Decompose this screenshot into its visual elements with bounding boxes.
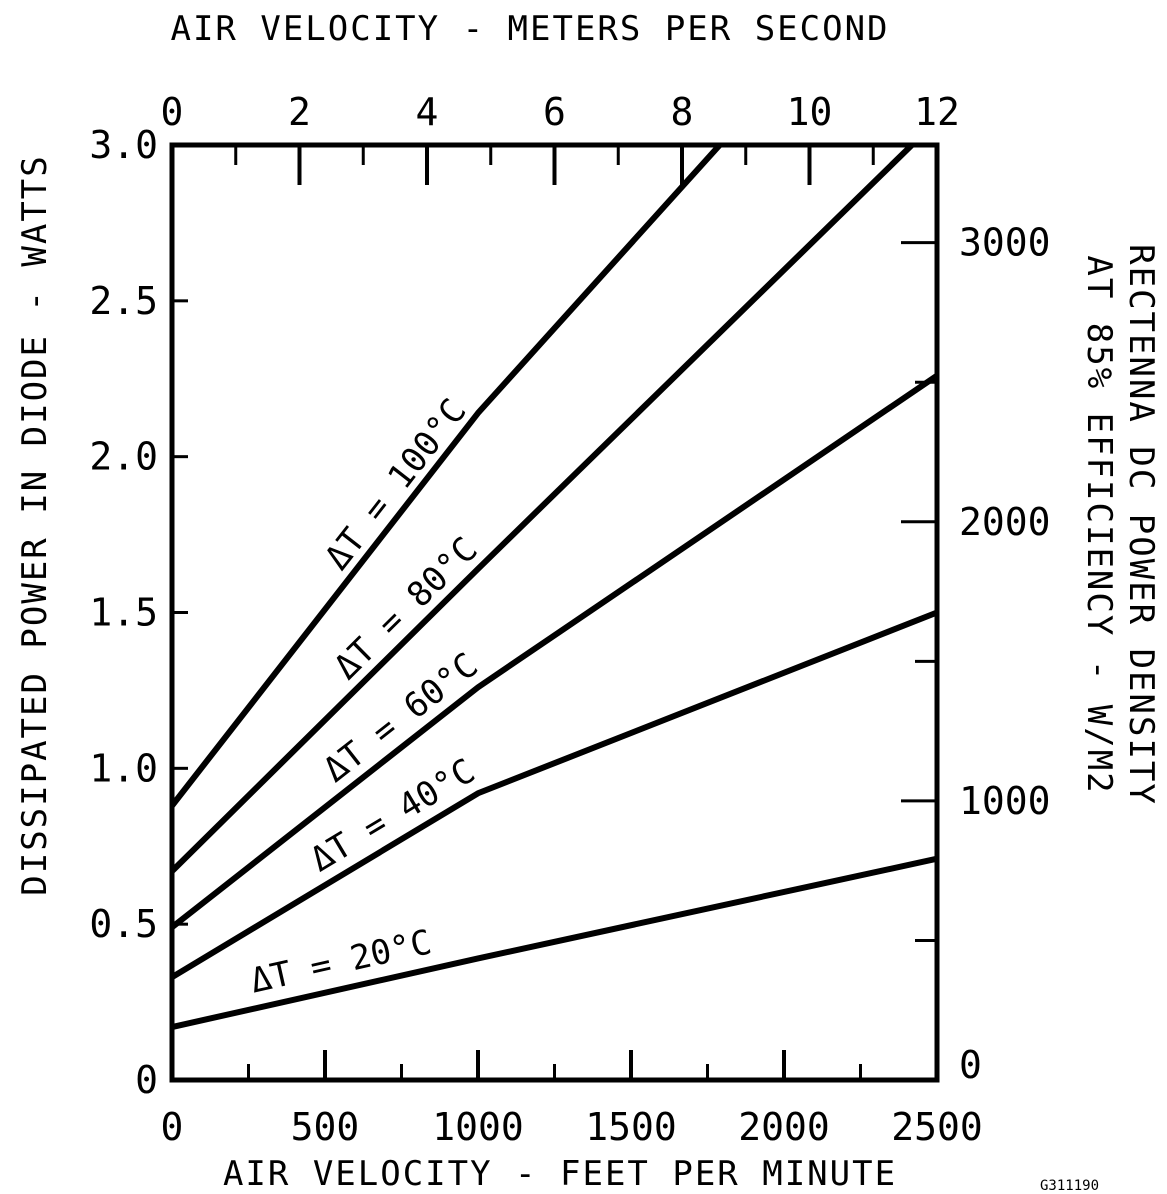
bottom-tick-label-1500: 1500 <box>585 1105 677 1149</box>
right-axis-title-line1: RECTENNA DC POWER DENSITY <box>1121 244 1161 806</box>
series-line-0 <box>171 855 938 1030</box>
left-tick-label-0.5: 0.5 <box>89 902 158 946</box>
left-tick-label-1.0: 1.0 <box>89 746 158 790</box>
right-tick-label-2000: 2000 <box>959 500 1051 544</box>
ticks-group: 0 500 1000 1500 2000 2500 0 2 4 6 8 10 12 0 0.5 1.0 1.5 2… <box>89 90 1050 1149</box>
bottom-tick-label-500: 500 <box>291 1105 360 1149</box>
figure-id: G311190 <box>1040 1178 1099 1194</box>
series-line-1 <box>170 609 939 980</box>
left-tick-label-2.0: 2.0 <box>89 435 158 479</box>
series-line-4 <box>169 142 722 808</box>
top-tick-label-2: 2 <box>288 90 311 134</box>
left-axis-title: DISSIPATED POWER IN DIODE - WATTS <box>15 154 55 896</box>
top-tick-label-6: 6 <box>543 90 566 134</box>
left-tick-label-1.5: 1.5 <box>89 591 158 635</box>
top-tick-label-4: 4 <box>416 90 439 134</box>
left-tick-label-0: 0 <box>135 1058 158 1102</box>
right-axis-title-line2: AT 85% EFFICIENCY - W/M2 <box>1079 255 1119 794</box>
series-line-2 <box>170 373 939 930</box>
left-tick-label-2.5: 2.5 <box>89 279 158 323</box>
top-tick-label-12: 12 <box>914 90 960 134</box>
right-tick-label-0: 0 <box>959 1043 982 1087</box>
top-tick-label-8: 8 <box>671 90 694 134</box>
left-tick-label-3.0: 3.0 <box>89 123 158 167</box>
bottom-tick-label-0: 0 <box>161 1105 184 1149</box>
top-tick-label-0: 0 <box>161 90 184 134</box>
series-group <box>169 142 939 1030</box>
bottom-tick-label-2500: 2500 <box>891 1105 983 1149</box>
top-axis-title: AIR VELOCITY - METERS PER SECOND <box>170 9 889 49</box>
bottom-axis-title: AIR VELOCITY - FEET PER MINUTE <box>223 1154 897 1194</box>
right-tick-label-3000: 3000 <box>959 221 1051 265</box>
bottom-tick-label-1000: 1000 <box>432 1105 524 1149</box>
series-line-3 <box>169 142 915 874</box>
top-tick-label-10: 10 <box>787 90 833 134</box>
right-tick-label-1000: 1000 <box>959 779 1051 823</box>
bottom-tick-label-2000: 2000 <box>738 1105 830 1149</box>
